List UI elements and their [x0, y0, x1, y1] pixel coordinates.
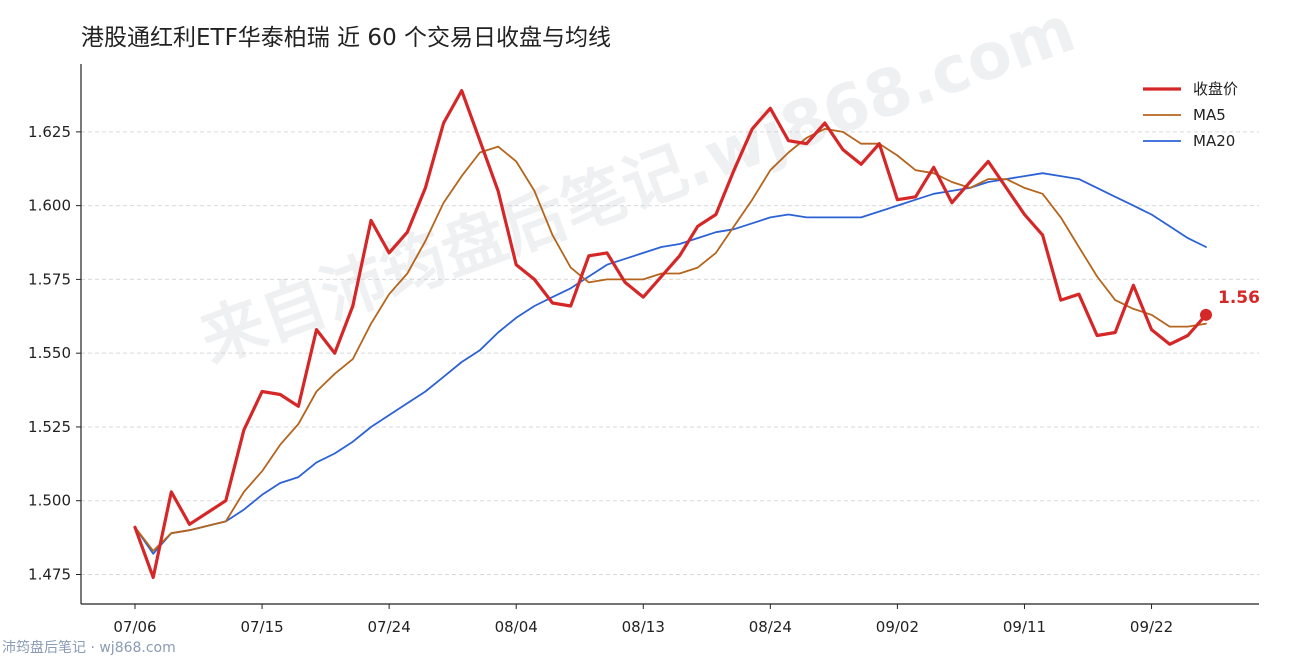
grid-lines [81, 131, 1259, 575]
y-tick-label: 1.625 [28, 123, 71, 141]
x-tick-label: 09/22 [1130, 618, 1173, 636]
y-tick-label: 1.525 [28, 418, 71, 436]
y-tick-label: 1.550 [28, 344, 71, 362]
y-tick-label: 1.575 [28, 270, 71, 288]
x-tick-label: 08/24 [749, 618, 792, 636]
footer-source: 沛筠盘后笔记 · wj868.com [2, 640, 176, 656]
x-tick-label: 09/02 [876, 618, 919, 636]
last-close-point [1200, 308, 1212, 321]
y-tick-label: 1.475 [28, 565, 71, 583]
y-tick-label: 1.600 [28, 197, 71, 215]
series-line-1 [134, 127, 1207, 552]
x-tick-label: 07/06 [113, 618, 156, 636]
axes [76, 64, 1259, 609]
x-tick-label: 09/11 [1003, 618, 1046, 636]
series-line-2 [134, 172, 1207, 555]
legend-label-2: MA20 [1193, 132, 1235, 150]
series-lines: 1.56 [133, 88, 1260, 580]
legend-label-0: 收盘价 [1193, 80, 1238, 98]
chart-title: 港股通红利ETF华泰柏瑞 近 60 个交易日收盘与均线 [81, 25, 612, 51]
x-tick-label: 07/15 [240, 618, 283, 636]
last-close-label: 1.56 [1218, 288, 1260, 308]
x-tick-label: 07/24 [368, 618, 411, 636]
series-line-0 [133, 88, 1208, 580]
legend: 收盘价 MA5 MA20 [1143, 80, 1238, 150]
x-tick-label: 08/04 [495, 618, 538, 636]
tick-labels: 1.475 1.500 1.525 1.550 1.575 1.600 1.625 07/06… [28, 123, 1173, 636]
x-tick-label: 08/13 [622, 618, 665, 636]
y-tick-label: 1.500 [28, 492, 71, 510]
legend-label-1: MA5 [1193, 106, 1226, 124]
watermark: 来自沛筠盘后笔记.wj868.com [191, 0, 1084, 378]
